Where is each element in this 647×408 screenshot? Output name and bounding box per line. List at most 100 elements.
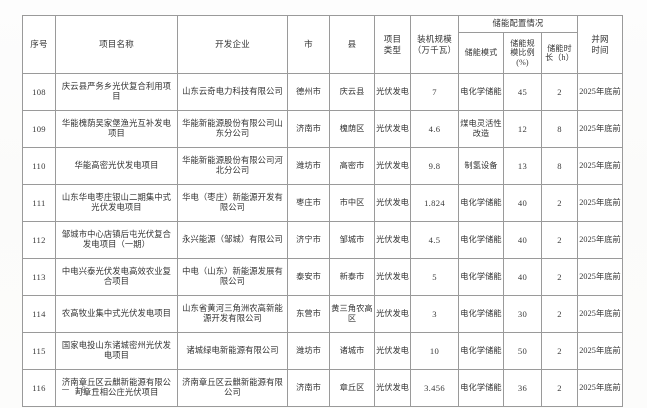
- project-list-table: 序号 项目名称 开发企业 市 县 项目 类型 装机规模 （万千瓦） 储能配置情况: [22, 15, 624, 407]
- storage-duration-label-line2: 长（h）: [545, 53, 574, 62]
- cell-storage-ratio: 36: [503, 369, 542, 407]
- cell-grid-time: 2025年底前: [577, 184, 624, 222]
- table-row: 109 华能槐荫吴家堡渔光互补发电项目 华能新能源股份有限公司山东分公司 济南市 槐荫区…: [22, 110, 624, 148]
- column-header-index: 序号: [22, 15, 56, 74]
- cell-city: 潍坊市: [287, 147, 330, 185]
- cell-city: 德州市: [287, 73, 330, 111]
- cell-city: 泰安市: [287, 258, 330, 296]
- cell-county: 邹城市: [329, 221, 375, 259]
- cell-grid-time: 2025年底前: [577, 295, 624, 333]
- cell-storage-mode: 电化学储能: [458, 295, 504, 333]
- table-header: 序号 项目名称 开发企业 市 县 项目 类型 装机规模 （万千瓦） 储能配置情况: [22, 15, 624, 74]
- cell-county: 诸城市: [329, 332, 375, 370]
- cell-county: 市中区: [329, 184, 375, 222]
- project-type-label-line1: 项目: [383, 34, 402, 45]
- cell-grid-time: 2025年底前: [577, 147, 624, 185]
- cell-capacity: 10: [410, 332, 459, 370]
- cell-grid-time: 2025年底前: [577, 369, 624, 407]
- cell-capacity: 4.5: [410, 221, 459, 259]
- cell-capacity: 5: [410, 258, 459, 296]
- table-header-row-top: 序号 项目名称 开发企业 市 县 项目 类型 装机规模 （万千瓦） 储能配置情况: [22, 15, 624, 74]
- cell-project-name: 山东华电枣庄银山二期集中式光伏发电项目: [55, 184, 178, 222]
- capacity-label-line1: 装机规模: [417, 34, 452, 45]
- cell-index: 108: [22, 73, 56, 111]
- cell-grid-time: 2025年底前: [577, 332, 624, 370]
- cell-project-name: 华能高密光伏发电项目: [55, 147, 178, 185]
- cell-county: 章丘区: [329, 369, 375, 407]
- cell-project-type: 光伏发电: [374, 147, 411, 185]
- table-body: 108 庆云县严务乡光伏复合利用项目 山东云奇电力科技有限公司 德州市 庆云县 光伏发电 7…: [22, 73, 624, 407]
- table-row: 115 国家电投山东诸城密州光伏发电项目 诸城绿电新能源有限公司 潍坊市 诸城市 光伏发电…: [22, 332, 624, 370]
- cell-grid-time: 2025年底前: [577, 110, 624, 148]
- cell-project-type: 光伏发电: [374, 73, 411, 111]
- cell-county: 黄三角农高区: [329, 295, 375, 333]
- column-header-project-type: 项目 类型: [374, 15, 411, 74]
- column-header-grid-time: 并网 时间: [577, 15, 624, 74]
- column-group-header-storage: 储能配置情况: [457, 15, 579, 33]
- cell-storage-ratio: 13: [503, 147, 542, 185]
- cell-storage-ratio: 12: [503, 110, 542, 148]
- cell-project-name: 济南章丘区云麒新能源有限公司章丘相公庄光伏项目: [55, 369, 178, 407]
- capacity-label-line2: （万千瓦）: [412, 44, 457, 55]
- cell-developer: 济南章丘区云麒新能源有限公司: [177, 369, 288, 407]
- cell-developer: 华能新能源股份有限公司河北分公司: [177, 147, 288, 185]
- cell-storage-mode: 电化学储能: [458, 332, 504, 370]
- cell-project-type: 光伏发电: [374, 369, 411, 407]
- cell-project-name: 庆云县严务乡光伏复合利用项目: [55, 73, 178, 111]
- cell-city: 东营市: [287, 295, 330, 333]
- project-table-container: 序号 项目名称 开发企业 市 县 项目 类型 装机规模 （万千瓦） 储能配置情况: [22, 15, 624, 407]
- cell-city: 济宁市: [287, 221, 330, 259]
- cell-storage-duration: 2: [540, 295, 579, 333]
- column-header-storage-mode: 储能模式: [458, 32, 504, 74]
- table-row: 110 华能高密光伏发电项目 华能新能源股份有限公司河北分公司 潍坊市 高密市 光伏发电 9…: [22, 147, 624, 185]
- table-row: 116 济南章丘区云麒新能源有限公司章丘相公庄光伏项目 济南章丘区云麒新能源有限公司…: [22, 369, 624, 407]
- cell-storage-duration: 8: [540, 147, 579, 185]
- column-header-storage-ratio: 储能规 模比例 (%): [503, 32, 542, 74]
- cell-developer: 永兴能源（邹城）有限公司: [177, 221, 288, 259]
- cell-storage-ratio: 45: [503, 73, 542, 111]
- cell-index: 110: [22, 147, 56, 185]
- cell-project-type: 光伏发电: [374, 295, 411, 333]
- table-row: 114 农高牧业集中式光伏发电项目 山东省黄河三角洲农高新能源开发有限公司 东营市 黄三…: [22, 295, 624, 333]
- table-row: 108 庆云县严务乡光伏复合利用项目 山东云奇电力科技有限公司 德州市 庆云县 光伏发电 7…: [22, 73, 624, 111]
- cell-developer: 山东省黄河三角洲农高新能源开发有限公司: [177, 295, 288, 333]
- grid-time-label-line2: 时间: [591, 44, 609, 55]
- table-row: 111 山东华电枣庄银山二期集中式光伏发电项目 华电（枣庄）新能源开发有限公司 枣庄市…: [22, 184, 624, 222]
- cell-index: 114: [22, 295, 56, 333]
- cell-project-type: 光伏发电: [374, 184, 411, 222]
- cell-storage-ratio: 40: [503, 221, 542, 259]
- cell-county: 高密市: [329, 147, 375, 185]
- column-header-storage-duration: 储能时 长（h）: [540, 32, 579, 74]
- column-header-city: 市: [287, 15, 330, 74]
- cell-county: 庆云县: [329, 73, 375, 111]
- cell-storage-mode: 电化学储能: [458, 258, 504, 296]
- cell-city: 潍坊市: [287, 332, 330, 370]
- cell-capacity: 3.456: [410, 369, 459, 407]
- cell-project-type: 光伏发电: [374, 258, 411, 296]
- cell-project-name: 国家电投山东诸城密州光伏发电项目: [55, 332, 178, 370]
- cell-developer: 华电（枣庄）新能源开发有限公司: [177, 184, 288, 222]
- cell-capacity: 3: [410, 295, 459, 333]
- column-header-capacity: 装机规模 （万千瓦）: [410, 15, 459, 74]
- cell-city: 济南市: [287, 110, 330, 148]
- table-row: 112 邹城市中心店镇后屯光伏复合发电项目（一期） 永兴能源（邹城）有限公司 济宁市邹…: [22, 221, 624, 259]
- cell-project-type: 光伏发电: [374, 332, 411, 370]
- cell-storage-mode: 制氢设备: [458, 147, 504, 185]
- table-header-row-sub: 储能模式 储能规 模比例 (%) 储能时 长（h）: [23, 32, 623, 74]
- cell-capacity: 7: [410, 73, 459, 111]
- cell-capacity: 9.8: [410, 147, 459, 185]
- storage-ratio-label-line3: (%): [516, 57, 529, 67]
- cell-developer: 华能新能源股份有限公司山东分公司: [177, 110, 288, 148]
- cell-project-type: 光伏发电: [374, 110, 411, 148]
- cell-storage-duration: 8: [540, 110, 579, 148]
- cell-grid-time: 2025年底前: [577, 221, 624, 259]
- cell-developer: 山东云奇电力科技有限公司: [177, 73, 288, 111]
- cell-capacity: 4.6: [410, 110, 459, 148]
- column-header-project-name: 项目名称: [55, 15, 178, 74]
- cell-storage-mode: 煤电灵活性改造: [458, 110, 504, 148]
- cell-storage-ratio: 30: [503, 295, 542, 333]
- cell-storage-duration: 2: [540, 258, 579, 296]
- cell-city: 济南市: [287, 369, 330, 407]
- cell-storage-duration: 2: [540, 332, 579, 370]
